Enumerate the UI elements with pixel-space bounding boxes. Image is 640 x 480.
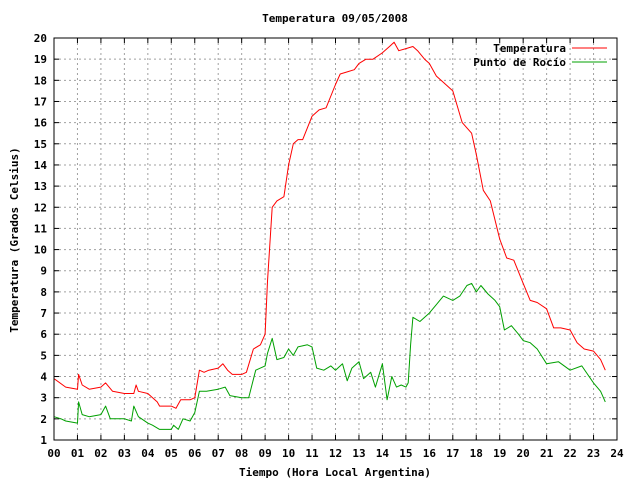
x-tick-label: 15 xyxy=(399,447,412,460)
chart-title: Temperatura 09/05/2008 xyxy=(262,12,408,25)
y-tick-label: 18 xyxy=(34,74,47,87)
x-tick-label: 08 xyxy=(235,447,248,460)
x-tick-label: 24 xyxy=(610,447,624,460)
y-tick-label: 20 xyxy=(34,32,47,45)
x-tick-label: 19 xyxy=(493,447,506,460)
y-tick-label: 14 xyxy=(34,159,48,172)
y-tick-label: 6 xyxy=(40,328,47,341)
series-line-temperatura xyxy=(53,41,606,409)
y-tick-label: 1 xyxy=(40,434,47,447)
plot-frame xyxy=(53,37,618,441)
legend-label-punto-de-rocio: Punto de Rocío xyxy=(473,56,566,69)
legend-label-temperatura: Temperatura xyxy=(493,42,566,55)
y-tick-label: 2 xyxy=(40,413,47,426)
x-tick-label: 07 xyxy=(212,447,225,460)
x-tick-label: 21 xyxy=(540,447,554,460)
plot-lines xyxy=(53,41,606,430)
x-tick-label: 18 xyxy=(470,447,483,460)
x-tick-label: 02 xyxy=(94,447,107,460)
y-tick-label: 3 xyxy=(40,392,47,405)
x-tick-label: 20 xyxy=(517,447,530,460)
x-tick-label: 11 xyxy=(305,447,319,460)
x-tick-label: 16 xyxy=(423,447,437,460)
grid xyxy=(54,38,617,440)
x-tick-label: 17 xyxy=(446,447,459,460)
x-tick-label: 23 xyxy=(587,447,600,460)
x-tick-label: 10 xyxy=(282,447,295,460)
x-tick-label: 03 xyxy=(118,447,131,460)
series-line-punto-de-rocio xyxy=(53,282,606,430)
y-tick-label: 12 xyxy=(34,201,47,214)
x-tick-labels: 00 01 02 03 04 05 06 07 08 09 10 11 12 13 14 15 16 17 18 19… xyxy=(47,447,624,460)
y-tick-label: 19 xyxy=(34,53,47,66)
x-tick-label: 05 xyxy=(165,447,178,460)
y-tick-label: 11 xyxy=(34,222,48,235)
x-tick-label: 04 xyxy=(141,447,155,460)
y-tick-label: 15 xyxy=(34,138,47,151)
x-axis-title: Tiempo (Hora Local Argentina) xyxy=(239,466,431,479)
y-tick-label: 13 xyxy=(34,180,47,193)
x-tick-label: 09 xyxy=(259,447,272,460)
x-tick-label: 22 xyxy=(563,447,576,460)
legend: Temperatura Punto de Rocío xyxy=(473,42,607,69)
y-tick-label: 5 xyxy=(40,349,47,362)
x-tick-label: 14 xyxy=(376,447,390,460)
y-tick-label: 16 xyxy=(34,117,48,130)
axis-ticks xyxy=(53,37,618,441)
x-tick-label: 01 xyxy=(71,447,85,460)
x-tick-label: 00 xyxy=(47,447,60,460)
y-tick-label: 4 xyxy=(40,371,47,384)
y-tick-label: 7 xyxy=(40,307,47,320)
x-tick-label: 13 xyxy=(352,447,365,460)
y-tick-label: 8 xyxy=(40,286,47,299)
y-tick-label: 10 xyxy=(34,244,47,257)
x-tick-label: 12 xyxy=(329,447,342,460)
y-tick-label: 17 xyxy=(34,95,47,108)
x-tick-label: 06 xyxy=(188,447,202,460)
y-axis-title: Temperatura (Grados Celsius) xyxy=(8,147,21,332)
y-tick-label: 9 xyxy=(40,265,47,278)
